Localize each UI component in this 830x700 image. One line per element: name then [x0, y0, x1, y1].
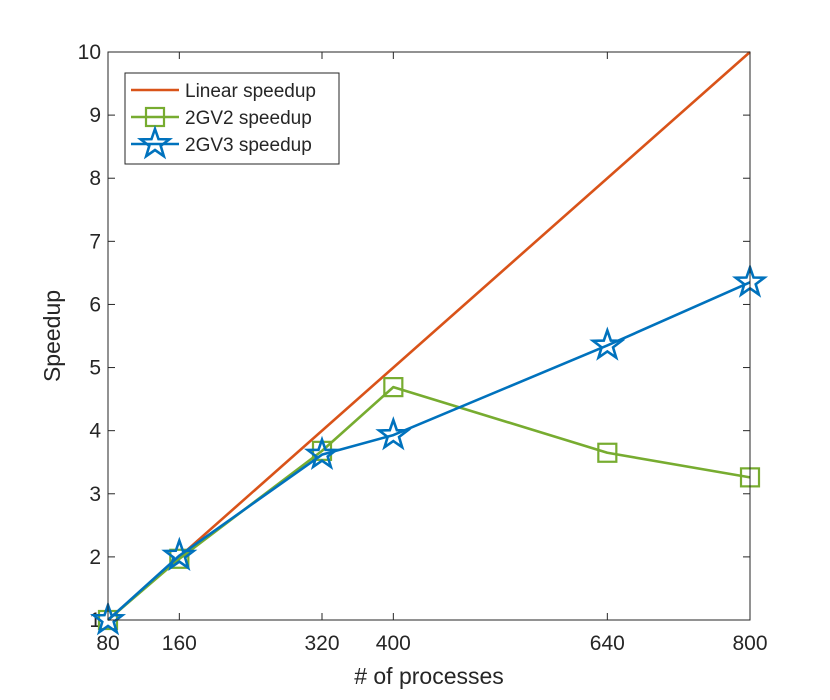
x-tick-label: 640	[590, 632, 625, 655]
series-line-2	[107, 385, 751, 621]
y-tick-label: 3	[89, 483, 101, 506]
y-tick-label: 7	[89, 230, 101, 253]
data-point-marker	[303, 435, 341, 470]
y-axis-label: Speedup	[39, 290, 65, 382]
series-group-1	[107, 51, 751, 621]
data-point-marker	[375, 416, 412, 451]
y-tick-label: 6	[89, 293, 101, 316]
x-axis-label: # of processes	[354, 663, 504, 689]
data-point-marker	[161, 536, 198, 571]
y-tick-label: 10	[78, 41, 101, 64]
y-tick-label: 1	[89, 609, 101, 632]
legend-entry-label: 2GV3 speedup	[185, 135, 312, 156]
y-tick-label: 2	[89, 546, 101, 569]
series-group-3	[89, 263, 769, 636]
data-series	[89, 51, 769, 636]
x-tick-label: 800	[732, 632, 767, 655]
y-tick-label: 4	[89, 420, 101, 443]
data-point-marker	[383, 377, 404, 398]
data-point-marker	[89, 601, 127, 636]
x-tick-label: 320	[304, 632, 339, 655]
legend-swatch-marker	[136, 125, 174, 160]
x-tick-label: 400	[376, 632, 411, 655]
legend-entry-label: 2GV2 speedup	[185, 108, 312, 129]
series-line-3	[107, 281, 751, 621]
plot-frame	[107, 51, 751, 621]
axis-ticks: 80 160 320 400 640 800 1 2 3 4 5 6 7 8 9 10	[78, 41, 768, 655]
x-tick-label: 80	[96, 632, 119, 655]
legend: Linear speedup 2GV2 speedup 2GV3 speedup	[124, 72, 340, 165]
y-tick-label: 5	[89, 357, 101, 380]
series-line-1	[107, 51, 751, 621]
x-tick-label: 160	[162, 632, 197, 655]
y-tick-label: 8	[89, 167, 101, 190]
y-tick-label: 9	[89, 104, 101, 127]
data-point-marker	[589, 326, 626, 361]
legend-entry-label: Linear speedup	[185, 81, 316, 102]
data-point-marker	[597, 442, 618, 463]
data-point-marker	[169, 548, 190, 569]
